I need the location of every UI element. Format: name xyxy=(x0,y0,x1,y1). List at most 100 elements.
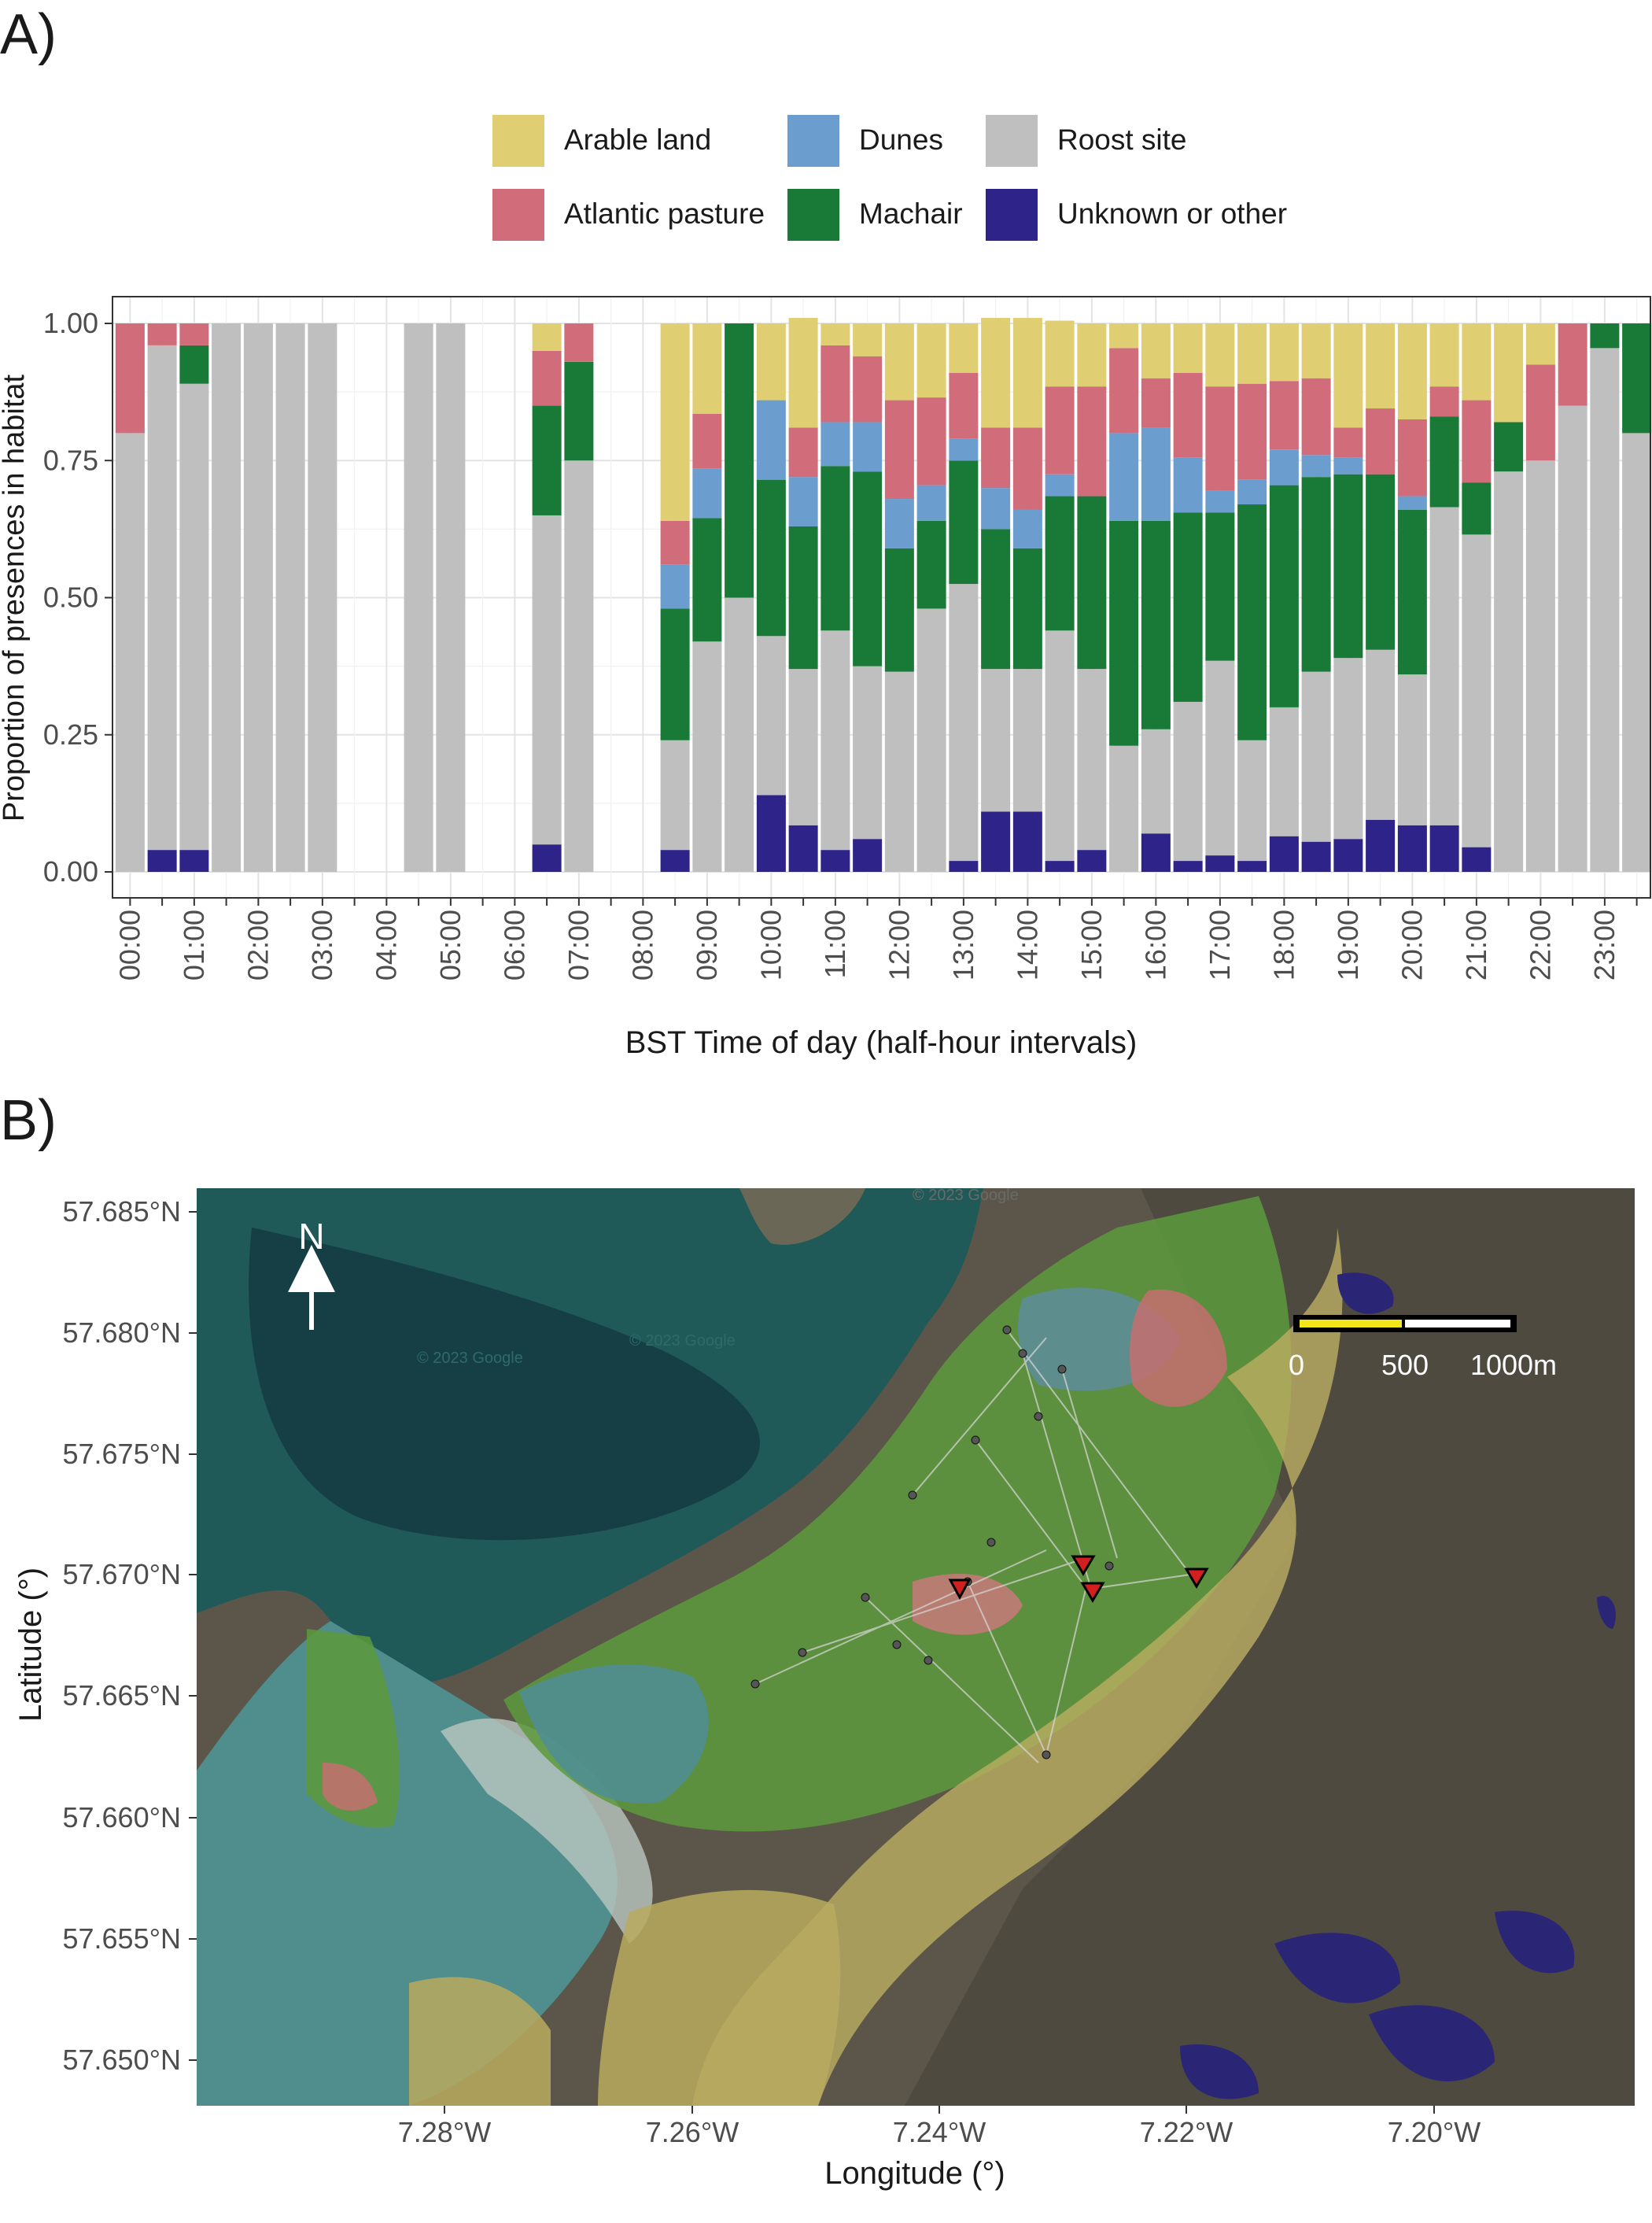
bar-segment-atlantic-pasture xyxy=(1558,323,1587,406)
bar-segment-machair xyxy=(532,405,562,515)
bar-segment-machair xyxy=(1109,520,1139,746)
map-watermark: © 2023 Google xyxy=(417,1350,523,1367)
bar-segment-machair xyxy=(788,526,818,670)
bar-segment-machair xyxy=(1590,323,1620,349)
bar-segment-roost-site xyxy=(532,515,562,845)
x-tick-label: 10:00 xyxy=(754,910,787,980)
bar-segment-dunes xyxy=(981,488,1011,530)
bar-segment-roost-site xyxy=(1301,671,1331,842)
bar-segment-atlantic-pasture xyxy=(1397,419,1427,497)
x-tick-label: 18:00 xyxy=(1267,910,1300,980)
map-y-axis: 57.685°N 57.680°N 57.675°N 57.670°N 57.665°N… xyxy=(62,1195,197,2076)
map-y-tick-label: 57.650°N xyxy=(62,2044,181,2076)
bar-segment-arable-land xyxy=(884,323,914,401)
legend-label-roost-site: Roost site xyxy=(1057,124,1187,156)
bar-segment-roost-site xyxy=(147,345,177,851)
bar-segment-arable-land xyxy=(1109,323,1139,349)
y-tick-label: 0.50 xyxy=(43,582,98,614)
bar-segment-arable-land xyxy=(949,323,979,373)
bar-segment-machair xyxy=(916,520,946,609)
bar-segment-dunes xyxy=(1397,496,1427,510)
bar-segment-arable-land xyxy=(1333,323,1363,428)
bar-segment-machair xyxy=(1077,496,1107,670)
map-loch-2 xyxy=(1274,1933,1400,2003)
bar-segment-machair xyxy=(884,548,914,672)
bar-segment-roost-site xyxy=(1397,674,1427,825)
bar-segment-unknown-or-other xyxy=(756,795,786,872)
bar-segment-unknown-or-other xyxy=(1397,825,1427,872)
legend-swatch-machair xyxy=(787,189,839,241)
x-tick-label: 11:00 xyxy=(819,910,851,978)
bar-segment-machair xyxy=(853,471,883,667)
bar-segment-atlantic-pasture xyxy=(564,323,594,362)
bar-segment-atlantic-pasture xyxy=(884,400,914,500)
bar-segment-roost-site xyxy=(404,323,433,872)
map-x-tick-label: 7.24°W xyxy=(893,2116,986,2148)
bar-segment-arable-land xyxy=(660,323,690,521)
bar-segment-machair xyxy=(1397,509,1427,675)
bar-segment-arable-land xyxy=(1205,323,1235,387)
scale-label-500: 500 xyxy=(1381,1349,1429,1381)
bar-segment-machair xyxy=(564,361,594,461)
bar-segment-machair xyxy=(756,479,786,637)
x-tick-label: 05:00 xyxy=(434,910,466,980)
x-axis: 00:00 01:00 02:00 03:00 04:00 05:00 06:00 07:00… xyxy=(113,898,1638,980)
bar-segment-unknown-or-other xyxy=(1462,847,1492,872)
map-x-tick-label: 7.22°W xyxy=(1140,2116,1233,2148)
x-tick-label: 23:00 xyxy=(1588,910,1621,980)
y-axis-label: Proportion of presences in habitat xyxy=(0,374,31,822)
bar-segment-machair xyxy=(1622,323,1652,434)
bar-segment-atlantic-pasture xyxy=(1012,427,1042,510)
bar-segment-roost-site xyxy=(1525,460,1555,872)
bar-segment-machair xyxy=(949,460,979,585)
y-tick-label: 1.00 xyxy=(43,307,98,339)
bar-segment-dunes xyxy=(692,468,722,519)
map-loch-3 xyxy=(1369,2005,1495,2081)
bar-segment-roost-site xyxy=(1462,534,1492,847)
map-watermark: © 2023 Google xyxy=(629,1332,736,1350)
map-islet xyxy=(739,1188,865,1245)
map-loch-5 xyxy=(1180,2044,1259,2099)
bar-segment-machair xyxy=(1333,474,1363,659)
bar-segment-machair xyxy=(981,529,1011,670)
bar-segment-atlantic-pasture xyxy=(1269,381,1299,450)
legend-label-unknown-or-other: Unknown or other xyxy=(1057,198,1287,230)
bar-segment-roost-site xyxy=(1269,707,1299,836)
x-tick-label: 14:00 xyxy=(1011,910,1043,980)
bar-segment-unknown-or-other xyxy=(1077,850,1107,872)
bar-segment-roost-site xyxy=(275,323,305,872)
bar-segment-machair xyxy=(1141,520,1171,729)
bar-segment-roost-site xyxy=(820,630,850,851)
bar-segment-atlantic-pasture xyxy=(1141,378,1171,428)
bar-segment-machair xyxy=(1173,512,1203,702)
bar-segment-roost-site xyxy=(692,641,722,872)
bar-segment-arable-land xyxy=(1429,323,1459,387)
bar-segment-roost-site xyxy=(1141,729,1171,834)
bar-segment-machair xyxy=(725,323,754,598)
bar-segment-atlantic-pasture xyxy=(1173,372,1203,458)
bar-segment-arable-land xyxy=(756,323,786,401)
bar-segment-dunes xyxy=(1237,479,1267,505)
bar-segment-dunes xyxy=(853,422,883,472)
bar-segment-atlantic-pasture xyxy=(820,345,850,423)
map-y-tick-label: 57.655°N xyxy=(62,1922,181,1955)
bar-segment-atlantic-pasture xyxy=(916,397,946,486)
bar-segment-atlantic-pasture xyxy=(1301,378,1331,456)
bar-segment-atlantic-pasture xyxy=(147,323,177,345)
bar-segment-unknown-or-other xyxy=(1141,833,1171,872)
x-tick-label: 03:00 xyxy=(306,910,338,980)
bar-segment-roost-site xyxy=(788,669,818,825)
bar-segment-roost-site xyxy=(981,669,1011,812)
bar-segment-machair xyxy=(660,608,690,740)
legend-swatch-roost-site xyxy=(986,115,1038,167)
bar-segment-unknown-or-other xyxy=(820,850,850,872)
legend-item-machair: Machair xyxy=(787,189,963,241)
legend-label-dunes: Dunes xyxy=(859,124,943,156)
bar-segment-dunes xyxy=(916,485,946,521)
y-tick-label: 0.00 xyxy=(43,855,98,888)
legend-swatch-dunes xyxy=(787,115,839,167)
map-y-tick-label: 57.675°N xyxy=(62,1438,181,1470)
x-tick-label: 16:00 xyxy=(1139,910,1171,980)
bar-segment-unknown-or-other xyxy=(532,844,562,872)
scale-bar: 0 500 1000m xyxy=(1289,1315,1557,1381)
